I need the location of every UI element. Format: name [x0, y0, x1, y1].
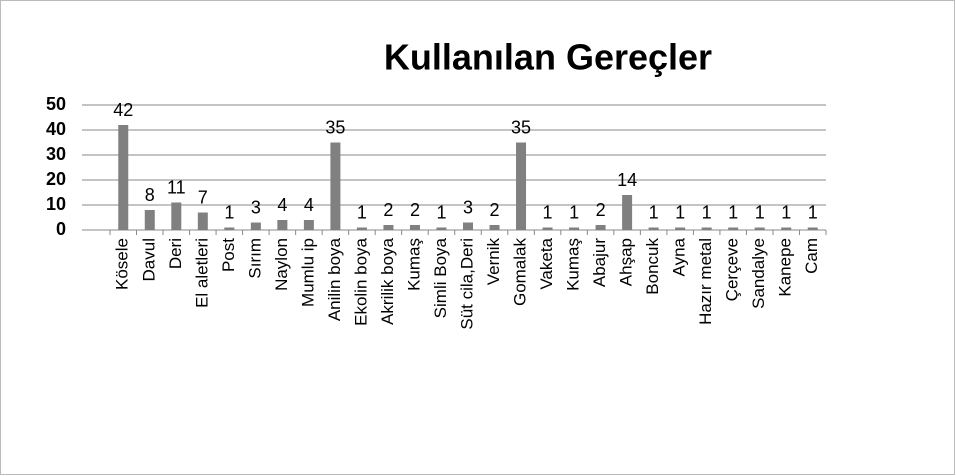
bar: [728, 227, 739, 230]
bar: [542, 227, 553, 230]
bar: [516, 142, 527, 230]
bar: [675, 227, 686, 230]
x-tick-label: Hazır metal: [696, 238, 715, 325]
y-tick-label: 20: [46, 169, 66, 189]
value-label: 7: [198, 187, 208, 207]
x-tick-label: Kumaş: [404, 238, 423, 291]
value-label: 35: [325, 117, 345, 137]
bar: [781, 227, 792, 230]
value-label: 1: [649, 202, 659, 222]
chart-title: Kullanılan Gereçler: [384, 37, 712, 78]
x-tick-label: Anilin boya: [325, 237, 344, 321]
x-tick-label: Sandalye: [749, 238, 768, 309]
y-tick-label: 50: [46, 94, 66, 114]
value-label: 2: [490, 200, 500, 220]
bar: [144, 210, 155, 230]
value-label: 4: [277, 195, 287, 215]
y-tick-label: 30: [46, 144, 66, 164]
value-label: 14: [617, 170, 637, 190]
value-label: 1: [224, 202, 234, 222]
value-label: 8: [145, 185, 155, 205]
x-tick-label: Gomalak: [511, 238, 530, 307]
bar: [489, 225, 500, 230]
x-tick-label: Ekolin boya: [351, 237, 370, 325]
bar: [595, 225, 606, 230]
bar: [409, 225, 420, 230]
bar: [356, 227, 367, 230]
bar: [648, 227, 659, 230]
x-tick-label: Abajur: [590, 238, 609, 287]
value-label: 1: [543, 202, 553, 222]
value-label: 42: [113, 100, 133, 120]
x-tick-label: Davul: [139, 238, 158, 281]
value-label: 1: [436, 202, 446, 222]
x-tick-label: Süt cila,Deri: [457, 238, 476, 330]
x-tick-label: Çerçeve: [723, 238, 742, 301]
bar: [622, 195, 633, 230]
bar: [463, 222, 473, 230]
value-label: 1: [569, 202, 579, 222]
value-label: 4: [304, 195, 314, 215]
x-tick-label: Cam: [802, 238, 821, 274]
value-label: 3: [463, 197, 473, 217]
value-label: 1: [702, 202, 712, 222]
value-label: 1: [728, 202, 738, 222]
value-label: 1: [781, 202, 791, 222]
bar: [807, 227, 818, 230]
value-label: 2: [383, 200, 393, 220]
x-tick-label: Kanepe: [776, 238, 795, 297]
bar: [171, 202, 182, 230]
bar: [197, 212, 208, 230]
value-label: 1: [357, 202, 367, 222]
bar: [224, 227, 235, 230]
x-tick-label: Post: [219, 238, 238, 272]
bar: [277, 220, 288, 230]
x-tick-label: Vernik: [484, 238, 503, 286]
x-tick-label: Vaketa: [537, 237, 556, 289]
bar: [250, 222, 261, 230]
bar: [303, 220, 314, 230]
y-tick-label: 40: [46, 119, 66, 139]
x-tick-label: Sırım: [245, 238, 264, 279]
value-label: 1: [808, 202, 818, 222]
bar: [330, 142, 341, 230]
x-tick-label: El aletleri: [192, 238, 211, 308]
value-label: 35: [511, 117, 531, 137]
bar: [569, 227, 580, 230]
x-tick-label: Ahşap: [617, 238, 636, 286]
x-tick-label: Simli Boya: [431, 237, 450, 318]
bar: [383, 225, 394, 230]
value-label: 2: [596, 200, 606, 220]
bar: [436, 227, 447, 230]
value-label: 3: [251, 197, 261, 217]
x-tick-label: Mumlu ip: [298, 238, 317, 307]
bar: [701, 227, 712, 230]
x-tick-label: Kösele: [113, 238, 132, 290]
x-tick-label: Akrilik boya: [378, 237, 397, 324]
x-tick-label: Kumaş: [564, 238, 583, 291]
bar: [118, 125, 129, 230]
x-tick-label: Boncuk: [643, 238, 662, 295]
bar: [754, 227, 765, 230]
y-tick-label: 0: [56, 219, 66, 239]
x-tick-label: Deri: [166, 238, 185, 269]
value-label: 1: [755, 202, 765, 222]
value-label: 1: [675, 202, 685, 222]
x-tick-label: Naylon: [272, 238, 291, 291]
value-label: 11: [167, 177, 186, 197]
x-tick-label: Ayna: [670, 237, 689, 276]
y-tick-label: 10: [46, 194, 66, 214]
value-label: 2: [410, 200, 420, 220]
